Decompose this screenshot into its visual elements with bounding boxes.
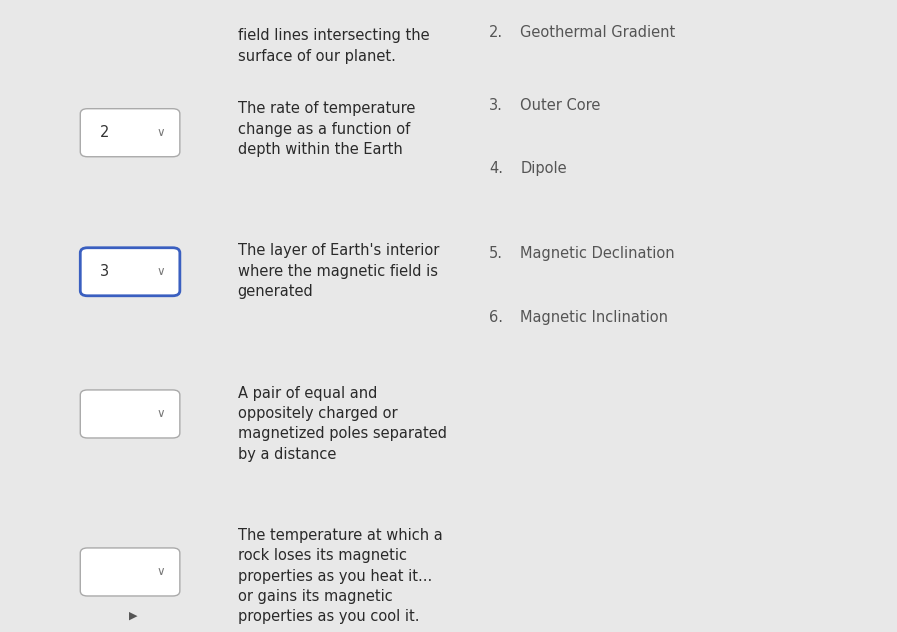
- FancyBboxPatch shape: [81, 548, 179, 596]
- Text: 4.: 4.: [489, 161, 503, 176]
- Text: Magnetic Inclination: Magnetic Inclination: [520, 310, 668, 325]
- Text: 5.: 5.: [489, 246, 503, 262]
- Text: 3: 3: [100, 264, 109, 279]
- Text: ∨: ∨: [157, 126, 165, 139]
- Text: Dipole: Dipole: [520, 161, 567, 176]
- Text: The layer of Earth's interior
where the magnetic field is
generated: The layer of Earth's interior where the …: [238, 243, 439, 299]
- Text: ∨: ∨: [157, 408, 165, 420]
- Text: ▶: ▶: [128, 611, 137, 621]
- Text: ∨: ∨: [157, 265, 165, 278]
- Text: ∨: ∨: [157, 566, 165, 578]
- FancyBboxPatch shape: [81, 109, 179, 157]
- Text: 6.: 6.: [489, 310, 503, 325]
- Text: Magnetic Declination: Magnetic Declination: [520, 246, 675, 262]
- Text: 2.: 2.: [489, 25, 503, 40]
- Text: Outer Core: Outer Core: [520, 98, 601, 113]
- FancyBboxPatch shape: [81, 390, 179, 438]
- Text: A pair of equal and
oppositely charged or
magnetized poles separated
by a distan: A pair of equal and oppositely charged o…: [238, 386, 447, 462]
- Text: Geothermal Gradient: Geothermal Gradient: [520, 25, 675, 40]
- Text: 2: 2: [100, 125, 109, 140]
- Text: 3.: 3.: [489, 98, 502, 113]
- Text: The rate of temperature
change as a function of
depth within the Earth: The rate of temperature change as a func…: [238, 101, 415, 157]
- FancyBboxPatch shape: [81, 248, 179, 296]
- Text: field lines intersecting the
surface of our planet.: field lines intersecting the surface of …: [238, 28, 430, 64]
- Text: The temperature at which a
rock loses its magnetic
properties as you heat it...
: The temperature at which a rock loses it…: [238, 528, 442, 624]
